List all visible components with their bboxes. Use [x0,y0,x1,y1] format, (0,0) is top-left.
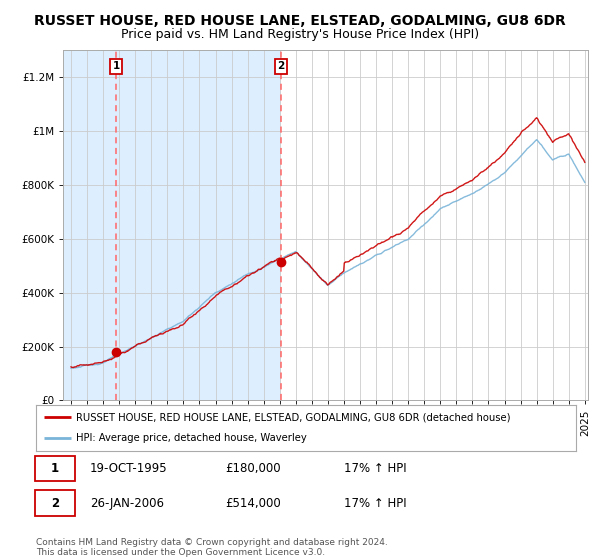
Text: 2: 2 [277,61,284,71]
Text: RUSSET HOUSE, RED HOUSE LANE, ELSTEAD, GODALMING, GU8 6DR: RUSSET HOUSE, RED HOUSE LANE, ELSTEAD, G… [34,14,566,28]
FancyBboxPatch shape [35,491,76,516]
Bar [281,50,600,400]
Text: 26-JAN-2006: 26-JAN-2006 [90,497,164,510]
Text: RUSSET HOUSE, RED HOUSE LANE, ELSTEAD, GODALMING, GU8 6DR (detached house): RUSSET HOUSE, RED HOUSE LANE, ELSTEAD, G… [77,412,511,422]
Text: 17% ↑ HPI: 17% ↑ HPI [344,497,406,510]
Text: Price paid vs. HM Land Registry's House Price Index (HPI): Price paid vs. HM Land Registry's House … [121,28,479,41]
FancyBboxPatch shape [35,455,76,481]
Bar [55,50,281,400]
Text: Contains HM Land Registry data © Crown copyright and database right 2024.
This d: Contains HM Land Registry data © Crown c… [36,538,388,557]
Text: 1: 1 [51,462,59,475]
Text: £180,000: £180,000 [225,462,281,475]
Text: 1: 1 [112,61,119,71]
Text: 17% ↑ HPI: 17% ↑ HPI [344,462,406,475]
Text: HPI: Average price, detached house, Waverley: HPI: Average price, detached house, Wave… [77,433,307,444]
Text: 19-OCT-1995: 19-OCT-1995 [90,462,167,475]
Text: 2: 2 [51,497,59,510]
Text: £514,000: £514,000 [225,497,281,510]
